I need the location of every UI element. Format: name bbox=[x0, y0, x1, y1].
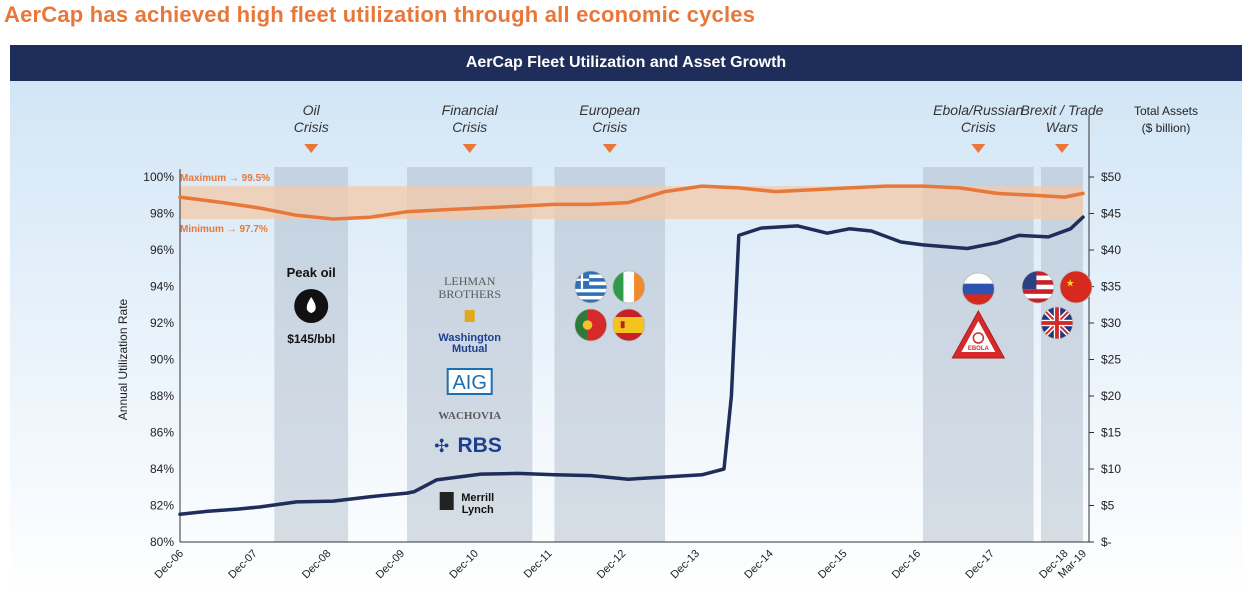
x-tick-label-8: Dec-14 bbox=[742, 548, 776, 582]
x-tick-label-11: Dec-17 bbox=[963, 548, 997, 582]
svg-text:★: ★ bbox=[1066, 278, 1075, 289]
x-tick-label-4: Dec-10 bbox=[447, 548, 481, 582]
crisis-shade-2 bbox=[554, 167, 666, 542]
russia-flag-icon bbox=[961, 272, 995, 306]
crisis-label-3-line2: Crisis bbox=[961, 119, 996, 135]
series-line-left-axis bbox=[178, 184, 1085, 221]
right-tick-label-1: $5 bbox=[1101, 499, 1115, 513]
chart-panel: AerCap Fleet Utilization and Asset Growt… bbox=[10, 45, 1242, 600]
right-tick-label-3: $15 bbox=[1101, 426, 1121, 440]
crisis-label-1-line1: Financial bbox=[442, 102, 499, 118]
merrill-logo-mark bbox=[439, 492, 454, 510]
band-max-label: Maximum → 99.5% bbox=[180, 173, 270, 184]
crisis-label-0-line1: Oil bbox=[303, 102, 321, 118]
right-tick-label-8: $40 bbox=[1101, 243, 1121, 257]
oil-drop-icon bbox=[294, 289, 329, 323]
right-tick-label-4: $20 bbox=[1101, 389, 1121, 403]
right-tick-label-2: $10 bbox=[1101, 462, 1121, 476]
crisis-label-0-line2: Crisis bbox=[294, 119, 329, 135]
crisis-arrow-4 bbox=[1054, 144, 1069, 153]
crisis-label-3-line1: Ebola/Russian bbox=[933, 102, 1023, 118]
right-tick-label-10: $50 bbox=[1101, 170, 1121, 184]
right-tick-label-7: $35 bbox=[1101, 280, 1121, 294]
left-tick-label-10: 100% bbox=[143, 170, 174, 184]
crisis-label-4-line1: Brexit / Trade bbox=[1020, 102, 1103, 118]
x-tick-label-5: Dec-11 bbox=[522, 548, 555, 581]
crisis-label-2-line2: Crisis bbox=[592, 119, 627, 135]
wachovia-logo: WACHOVIA bbox=[438, 410, 501, 422]
left-tick-label-0: 80% bbox=[150, 535, 174, 549]
lehman-logo-line1: LEHMAN bbox=[444, 274, 496, 288]
peak-oil-title: Peak oil bbox=[287, 265, 336, 280]
crisis-shade-0 bbox=[274, 167, 349, 542]
x-tick-label-2: Dec-08 bbox=[300, 548, 334, 582]
peak-oil-price: $145/bbl bbox=[287, 332, 335, 346]
left-tick-label-5: 90% bbox=[150, 353, 174, 367]
merrill-logo-line2: Lynch bbox=[462, 504, 494, 516]
crisis-label-4-line2: Wars bbox=[1046, 119, 1078, 135]
chart-header: AerCap Fleet Utilization and Asset Growt… bbox=[10, 45, 1242, 81]
left-axis-title: Annual Utilization Rate bbox=[116, 298, 130, 420]
rbs-logo-mark: ✣ bbox=[434, 436, 449, 456]
crisis-label-2-line1: European bbox=[579, 102, 640, 118]
left-tick-label-3: 86% bbox=[150, 426, 174, 440]
x-tick-label-9: Dec-15 bbox=[816, 548, 850, 582]
ireland-flag-icon bbox=[612, 270, 646, 304]
utilization-asset-chart: OilCrisisFinancialCrisisEuropeanCrisisEb… bbox=[116, 102, 1198, 582]
crisis-shade-1 bbox=[407, 167, 533, 542]
wamu-logo-line1: Washington bbox=[438, 332, 501, 344]
left-tick-label-9: 98% bbox=[150, 207, 174, 221]
left-tick-label-7: 94% bbox=[150, 280, 174, 294]
ebola-sign-text: EBOLA bbox=[968, 346, 990, 352]
right-axis-title-line1: Total Assets bbox=[1134, 104, 1198, 118]
spain-flag-icon bbox=[612, 308, 646, 342]
series-line-right-axis bbox=[178, 215, 1085, 517]
right-tick-label-6: $30 bbox=[1101, 316, 1121, 330]
crisis-arrow-3 bbox=[971, 144, 986, 153]
x-tick-label-6: Dec-12 bbox=[595, 548, 629, 582]
usa-flag-icon bbox=[1021, 270, 1055, 304]
right-tick-label-5: $25 bbox=[1101, 353, 1121, 367]
right-tick-label-0: $- bbox=[1101, 535, 1112, 549]
x-tick-label-10: Dec-16 bbox=[890, 548, 924, 582]
crisis-arrow-1 bbox=[462, 144, 477, 153]
left-tick-label-2: 84% bbox=[150, 462, 174, 476]
wamu-logo-mark bbox=[464, 310, 475, 322]
x-tick-label-0: Dec-06 bbox=[153, 548, 187, 582]
ebola-warning-icon: EBOLA bbox=[951, 309, 1006, 359]
rbs-logo-text: RBS bbox=[458, 434, 502, 457]
aig-logo-box bbox=[446, 368, 493, 395]
x-tick-label-7: Dec-13 bbox=[669, 548, 703, 582]
x-tick-label-1: Dec-07 bbox=[226, 548, 260, 582]
right-axis-title-line2: ($ billion) bbox=[1142, 121, 1191, 135]
crisis-arrow-2 bbox=[602, 144, 617, 153]
left-tick-label-8: 96% bbox=[150, 243, 174, 257]
left-tick-label-6: 92% bbox=[150, 316, 174, 330]
band-min-label: Minimum → 97.7% bbox=[180, 224, 268, 235]
uk-flag-icon bbox=[1040, 306, 1074, 340]
greece-flag-icon bbox=[574, 270, 608, 304]
aig-logo-text: AIG bbox=[452, 372, 486, 394]
left-tick-label-1: 82% bbox=[150, 499, 174, 513]
wamu-logo-line2: Mutual bbox=[452, 343, 487, 355]
china-flag-icon: ★ bbox=[1059, 270, 1093, 304]
right-tick-label-9: $45 bbox=[1101, 207, 1121, 221]
portugal-flag-icon bbox=[574, 308, 608, 342]
merrill-logo-line1: Merrill bbox=[461, 492, 494, 504]
crisis-arrow-0 bbox=[304, 144, 319, 153]
x-tick-label-3: Dec-09 bbox=[374, 548, 408, 582]
lehman-logo-line2: BROTHERS bbox=[438, 287, 501, 301]
left-tick-label-4: 88% bbox=[150, 389, 174, 403]
crisis-shade-4 bbox=[1040, 167, 1083, 542]
headline: AerCap has achieved high fleet utilizati… bbox=[4, 2, 756, 27]
crisis-label-1-line2: Crisis bbox=[452, 119, 487, 135]
